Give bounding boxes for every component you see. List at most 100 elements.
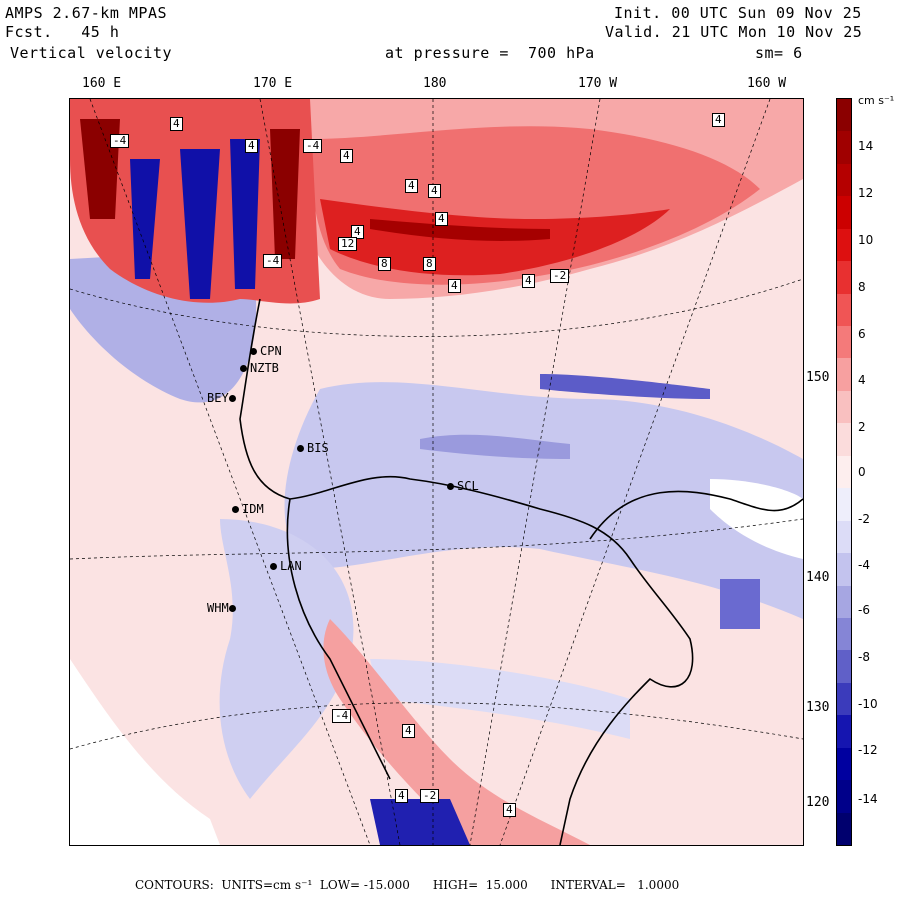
contour-label: 4 xyxy=(435,212,448,226)
station-dot xyxy=(232,506,239,513)
colorbar-tick-label: -12 xyxy=(858,743,878,757)
colorbar-segment xyxy=(837,650,851,684)
colorbar-segment xyxy=(837,358,851,392)
contour-info: CONTOURS: UNITS=cm s⁻¹ LOW= -15.000 HIGH… xyxy=(135,878,680,892)
graticule xyxy=(70,99,803,845)
contour-label: 8 xyxy=(423,257,436,271)
contour-label: 4 xyxy=(170,117,183,131)
vertical-velocity-field xyxy=(70,99,803,845)
colorbar-segment xyxy=(837,196,851,230)
init-time-line: Init. 00 UTC Sun 09 Nov 25 xyxy=(614,4,862,22)
contour-label: -4 xyxy=(263,254,283,268)
map-panel: 4 4 4 4 4 4 4 12 8 8 4 4 4 -4 -4 4 4 -2 4 -2 -4 -4 CPN NZTB B… xyxy=(69,98,804,846)
pressure-value: 700 hPa xyxy=(527,44,595,62)
field-name: Vertical velocity xyxy=(10,44,173,62)
contour-label: 4 xyxy=(395,789,408,803)
colorbar-segment xyxy=(837,293,851,327)
ascent-maximum xyxy=(370,219,550,241)
station-label: BIS xyxy=(307,441,329,455)
station-bey: BEY xyxy=(207,391,239,405)
colorbar-segment xyxy=(837,812,851,846)
contour-label: -4 xyxy=(303,139,323,153)
colorbar-unit: cm s⁻¹ xyxy=(858,94,895,107)
lon-label-160w: 160 W xyxy=(747,76,787,91)
descent-region-central xyxy=(284,382,803,619)
coastline xyxy=(239,298,803,845)
forecast-label: Fcst. 45 h xyxy=(5,23,119,41)
colorbar-tick-label: 4 xyxy=(858,373,866,387)
forecast-label-text: Fcst. xyxy=(5,23,53,41)
station-dot xyxy=(250,348,257,355)
colorbar-tick-label: 14 xyxy=(858,139,874,153)
contour-label: 4 xyxy=(428,184,441,198)
colorbar-segment xyxy=(837,520,851,554)
ascent-streaks-northwest xyxy=(80,119,300,259)
colorbar-segment xyxy=(837,131,851,165)
colorbar-segment xyxy=(837,553,851,586)
colorbar-segment xyxy=(837,747,851,781)
forecast-hours: 45 h xyxy=(81,23,120,41)
colorbar-segment xyxy=(837,261,851,295)
contour-label: 4 xyxy=(351,225,364,239)
pressure-line: at pressure = 700 hPa xyxy=(385,44,595,62)
colorbar-segment xyxy=(837,99,851,132)
colorbar-segment xyxy=(837,423,851,457)
colorbar-segment xyxy=(837,488,851,522)
station-whm: WHM xyxy=(207,601,239,615)
contour-label: 4 xyxy=(340,149,353,163)
contour-label: 4 xyxy=(245,139,258,153)
contour-label: 4 xyxy=(405,179,418,193)
station-label: LAN xyxy=(280,559,302,573)
contour-label: -4 xyxy=(332,709,352,723)
model-title: AMPS 2.67-km MPAS xyxy=(5,4,168,22)
descent-region-south xyxy=(219,519,354,799)
init-label: Init. xyxy=(614,4,662,22)
valid-time-line: Valid. 21 UTC Mon 10 Nov 25 xyxy=(605,23,862,41)
colorbar-segment xyxy=(837,455,851,489)
contour-label: 4 xyxy=(448,279,461,293)
station-cpn: CPN xyxy=(250,344,282,358)
lon-label-170w: 170 W xyxy=(578,76,618,91)
colorbar-segment xyxy=(837,585,851,619)
colorbar-segment xyxy=(837,617,851,651)
colorbar-tick-label: -14 xyxy=(858,792,878,806)
lon-label-160e: 160 E xyxy=(82,76,122,91)
station-label: SCL xyxy=(457,479,479,493)
station-scl: SCL xyxy=(447,479,479,493)
station-dot xyxy=(270,563,277,570)
contour-label: 4 xyxy=(712,113,725,127)
contour-label: 4 xyxy=(402,724,415,738)
colorbar-tick-label: 10 xyxy=(858,233,874,247)
contour-label: 4 xyxy=(503,803,516,817)
station-dot xyxy=(240,365,247,372)
station-label: NZTB xyxy=(250,361,279,375)
colorbar-segment xyxy=(837,228,851,262)
descent-band xyxy=(540,374,710,399)
lat-label-150w: 150 W xyxy=(806,370,846,385)
colorbar-tick-label: -2 xyxy=(858,512,870,526)
no-data-region xyxy=(70,659,220,845)
contour-label: 4 xyxy=(522,274,535,288)
lat-label-120w: 120 W xyxy=(806,795,846,810)
colorbar-tick-label: 2 xyxy=(858,420,866,434)
station-label: BEY xyxy=(207,391,229,405)
station-bis: BIS xyxy=(297,441,329,455)
descent-patch-east xyxy=(720,579,760,629)
pressure-label: at pressure = xyxy=(385,44,509,62)
contour-label: -2 xyxy=(420,789,440,803)
colorbar-segment xyxy=(837,715,851,749)
colorbar-segment xyxy=(837,163,851,197)
colorbar-tick-label: 6 xyxy=(858,327,866,341)
init-time: 00 UTC Sun 09 Nov 25 xyxy=(671,4,862,22)
station-dot xyxy=(297,445,304,452)
colorbar-tick-label: -6 xyxy=(858,603,870,617)
colorbar-segment xyxy=(837,390,851,424)
descent-streaks-northwest xyxy=(130,139,260,299)
station-label: WHM xyxy=(207,601,229,615)
colorbar-tick-label: -4 xyxy=(858,558,870,572)
valid-time: 21 UTC Mon 10 Nov 25 xyxy=(671,23,863,41)
ice-region-east xyxy=(710,479,803,559)
colorbar-segment xyxy=(837,780,851,814)
lat-label-130w: 130 W xyxy=(806,700,846,715)
descent-region-lower xyxy=(370,659,630,739)
